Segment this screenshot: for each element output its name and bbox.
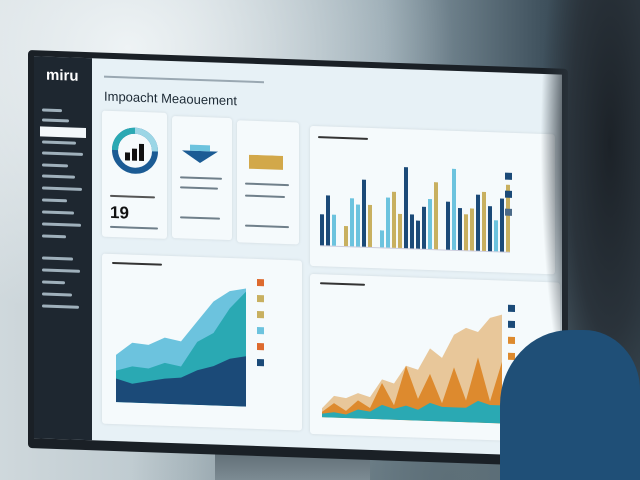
sidebar-item[interactable]	[42, 174, 75, 179]
monitor: miru Impoacht Meaouement 19	[28, 50, 568, 467]
banner-icon	[249, 154, 283, 170]
main: Impoacht Meaouement 19	[92, 58, 562, 456]
sidebar-item[interactable]	[42, 210, 74, 215]
bar	[398, 214, 402, 249]
sidebar-item[interactable]	[42, 234, 66, 239]
area-chart-left	[116, 288, 246, 407]
bar	[344, 226, 348, 247]
breadcrumb[interactable]	[104, 75, 264, 84]
sidebar-item[interactable]	[42, 118, 69, 123]
bar	[410, 214, 414, 249]
bar	[470, 208, 474, 251]
stack-tray-icon	[182, 144, 218, 164]
donut-bar-chart-icon	[112, 127, 158, 174]
bar	[476, 194, 480, 251]
bar	[320, 214, 324, 246]
sidebar-item[interactable]	[42, 163, 68, 168]
area-chart-right	[322, 314, 502, 424]
bar-chart-panel	[310, 125, 555, 275]
logo: miru	[46, 66, 79, 85]
sidebar-item[interactable]	[42, 292, 72, 297]
bar	[422, 206, 426, 249]
bar	[452, 168, 456, 250]
sidebar-item[interactable]	[42, 268, 80, 273]
sidebar: miru	[34, 56, 92, 441]
sidebar-item[interactable]	[42, 256, 73, 261]
bar	[380, 230, 384, 248]
bar	[332, 214, 336, 246]
person-shoulder	[500, 330, 640, 480]
sidebar-item[interactable]	[42, 108, 62, 113]
bar	[350, 198, 354, 247]
sidebar-item[interactable]	[42, 198, 67, 203]
bar	[368, 204, 372, 248]
kpi-card-2[interactable]	[172, 116, 232, 241]
area-panel-right	[310, 273, 560, 443]
area-series	[322, 400, 502, 424]
bar	[404, 166, 408, 249]
bar	[488, 206, 492, 252]
page-title: Impoacht Meaouement	[104, 88, 237, 109]
bar	[356, 204, 360, 247]
kpi-card-3[interactable]	[237, 120, 299, 245]
bar	[362, 179, 366, 247]
sidebar-item[interactable]	[42, 140, 76, 145]
sidebar-item[interactable]	[42, 222, 81, 227]
sidebar-item-selected[interactable]	[40, 126, 86, 139]
area-series	[116, 356, 246, 407]
sidebar-item[interactable]	[42, 280, 65, 285]
bar	[392, 191, 396, 248]
sidebar-item[interactable]	[42, 304, 79, 309]
bar	[500, 198, 504, 252]
bar	[494, 220, 498, 252]
dashboard-screen: miru Impoacht Meaouement 19	[34, 56, 562, 457]
stacked-area-panel-left	[102, 253, 302, 431]
bar-chart	[320, 156, 510, 253]
kpi-value: 19	[110, 202, 129, 223]
bar	[326, 195, 330, 246]
bar	[434, 181, 438, 250]
bar	[446, 202, 450, 250]
sidebar-item[interactable]	[42, 186, 82, 191]
bar	[416, 220, 420, 249]
bar	[428, 198, 432, 250]
bar	[386, 197, 390, 248]
bar	[464, 213, 468, 251]
bar	[482, 192, 486, 251]
kpi-card-1[interactable]: 19	[102, 110, 167, 239]
sidebar-item[interactable]	[42, 151, 83, 156]
bar	[458, 208, 462, 251]
area-series	[322, 357, 502, 424]
